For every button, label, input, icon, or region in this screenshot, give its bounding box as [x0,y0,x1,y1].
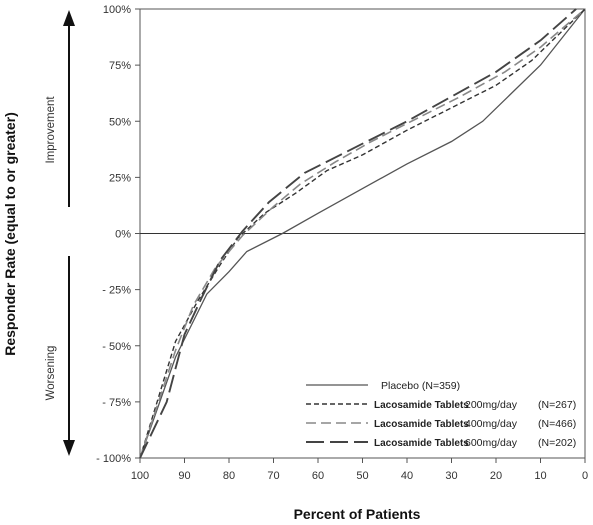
legend-dose: 200mg/day [465,399,518,411]
y-tick-label: - 25% [102,285,131,297]
worsening-arrow [63,256,75,456]
y-tick-label: 50% [109,116,131,128]
legend-count: (N=202) [538,437,576,449]
x-tick-label: 40 [401,470,413,482]
series-lines [139,8,586,459]
x-tick-label: 30 [445,470,457,482]
worsening-label: Worsening [45,346,57,401]
y-tick-label: 0% [115,229,131,241]
axis-ticks: 100%75%50%25%0%- 25%- 50%- 75%- 100%100 9… [96,4,588,482]
improvement-arrow [63,10,75,207]
y-tick-label: 100% [103,4,131,16]
x-axis-title: Percent of Patients [294,506,421,522]
legend-prefix: Lacosamide Tablets [374,419,469,430]
legend-prefix: Lacosamide Tablets [374,400,469,411]
x-tick-label: 90 [178,470,190,482]
x-tick-label: 20 [490,470,502,482]
y-tick-label: 75% [109,60,131,72]
legend-dose: 600mg/day [465,437,518,449]
x-tick-label: 100 [131,470,149,482]
y-tick-label: - 100% [96,453,131,465]
x-tick-label: 70 [267,470,279,482]
series-line [139,8,586,459]
y-tick-label: - 75% [102,397,131,409]
x-tick-label: 80 [223,470,235,482]
y-tick-label: - 50% [102,341,131,353]
x-tick-label: 10 [534,470,546,482]
series-line [139,8,577,459]
y-tick-label: 25% [109,172,131,184]
x-tick-label: 50 [356,470,368,482]
legend-label: Placebo (N=359) [381,380,460,392]
plot-frame [139,8,586,459]
legend-prefix: Lacosamide Tablets [374,438,469,449]
legend-count: (N=267) [538,399,576,411]
x-tick-label: 0 [582,470,588,482]
legend-count: (N=466) [538,418,576,430]
x-tick-label: 60 [312,470,324,482]
legend: Placebo (N=359)Lacosamide Tablets200mg/d… [306,380,576,449]
legend-dose: 400mg/day [465,418,518,430]
improvement-label: Improvement [45,96,57,164]
series-line [139,8,586,459]
y-axis-title: Responder Rate (equal to or greater) [2,112,18,356]
